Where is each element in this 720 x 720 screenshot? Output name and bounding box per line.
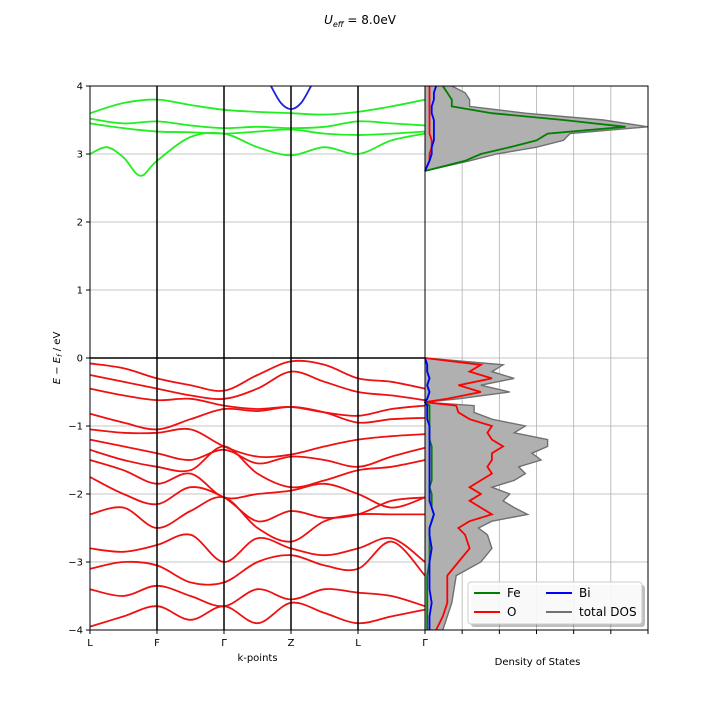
band-y-tick-label: 0	[77, 354, 83, 365]
band-line	[89, 540, 426, 586]
band-y-tick-label: 3	[77, 150, 83, 161]
band-line	[89, 438, 426, 468]
dos-fe-line	[424, 85, 626, 172]
dos-panel: Density of States Fe O Bi total DOS	[423, 85, 649, 668]
band-line	[89, 117, 426, 130]
band-y-tick-label: −4	[68, 626, 83, 637]
band-x-tick-label: Γ	[221, 638, 227, 649]
band-y-ticks: −4 −3 −2 −1 0 1 2 3 4	[68, 82, 90, 637]
band-line	[89, 496, 425, 543]
dos-total-line	[424, 357, 549, 631]
band-x-tick-label: L	[87, 638, 93, 649]
band-y-tick-label: 1	[77, 286, 83, 297]
dos-bi-line	[424, 85, 437, 172]
dos-x-axis-label: Density of States	[495, 657, 581, 668]
chart-title: Ueff = 8.0eV	[324, 13, 397, 29]
band-line	[89, 427, 426, 458]
dos-o-line	[424, 357, 505, 631]
band-y-tick-label: −3	[68, 558, 83, 569]
legend-label-total-dos: total DOS	[579, 605, 637, 619]
band-y-axis-label: E − Ef / eV	[52, 332, 64, 385]
band-line	[89, 406, 426, 431]
band-line	[89, 359, 426, 392]
band-line	[89, 122, 426, 136]
band-line	[89, 533, 426, 563]
dos-curves	[423, 85, 649, 631]
band-x-tick-label: F	[154, 638, 160, 649]
legend-label-fe: Fe	[507, 586, 521, 600]
band-line	[89, 445, 426, 489]
band-line	[89, 98, 426, 116]
dos-o-line	[424, 86, 433, 172]
dos-x-ticks	[424, 630, 649, 634]
legend-label-bi: Bi	[579, 586, 591, 600]
band-y-tick-label: 4	[77, 82, 83, 93]
band-x-tick-label: Γ	[422, 638, 428, 649]
band-line	[89, 584, 426, 608]
legend: Fe O Bi total DOS	[467, 581, 645, 627]
band-line	[89, 476, 426, 523]
dos-total-fill	[425, 86, 648, 171]
band-y-tick-label: −2	[68, 490, 83, 501]
dos-bi-line	[423, 357, 435, 630]
band-line	[89, 370, 426, 402]
legend-box	[467, 581, 643, 625]
band-y-tick-label: 2	[77, 218, 83, 229]
dos-total-fill	[425, 358, 548, 630]
band-x-tick-label: Z	[288, 638, 295, 649]
band-lines	[89, 85, 426, 628]
band-line	[89, 459, 426, 509]
band-line	[89, 387, 426, 417]
band-y-tick-label: −1	[68, 422, 83, 433]
band-x-tick-label: L	[355, 638, 361, 649]
band-x-axis-label: k-points	[237, 653, 277, 664]
band-line	[89, 601, 426, 628]
legend-label-o: O	[507, 605, 516, 619]
